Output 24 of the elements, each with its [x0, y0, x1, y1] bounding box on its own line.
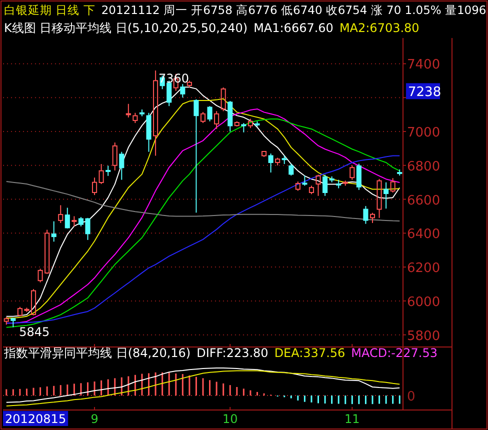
ref-line-label: 0: [407, 390, 416, 405]
line-series: [6, 180, 400, 222]
chart-subtitle: 20121112 周一 开6758 高6776 低6740 收6754 涨 70 1.05% 量1096: [101, 3, 486, 17]
y-tick-label: 7000: [407, 126, 440, 140]
chart-title: 指数平滑异同平均线 日(84,20,16): [3, 346, 191, 360]
x-tick-label: 9: [90, 412, 98, 426]
y-tick-label: 6800: [407, 159, 440, 174]
y-tick-label: 6600: [407, 193, 440, 208]
x-tick-label: 11: [344, 412, 360, 426]
y-tick-label: 6200: [407, 261, 440, 276]
chart-title: 白银延期 日线 下: [4, 3, 96, 17]
text: K线图 日移动平均线 日(5,10,20,25,50,240): [4, 21, 248, 35]
text: MA2:6703.80: [339, 21, 420, 35]
annotation: 5845: [19, 325, 50, 340]
y-tick-label: 6000: [407, 294, 440, 310]
y-tick-label: 6400: [407, 227, 440, 242]
text: 20120815: [5, 412, 66, 426]
x-tick-label: 10: [222, 412, 238, 426]
y-tick-label: 7400: [407, 58, 440, 73]
text: MA1:6667.60: [254, 21, 334, 35]
series-label: DIFF:223.80: [196, 346, 268, 360]
y-tick-label: 5800: [407, 328, 440, 344]
line-series: [6, 155, 400, 324]
series-label: DEA:337.56: [274, 346, 346, 360]
